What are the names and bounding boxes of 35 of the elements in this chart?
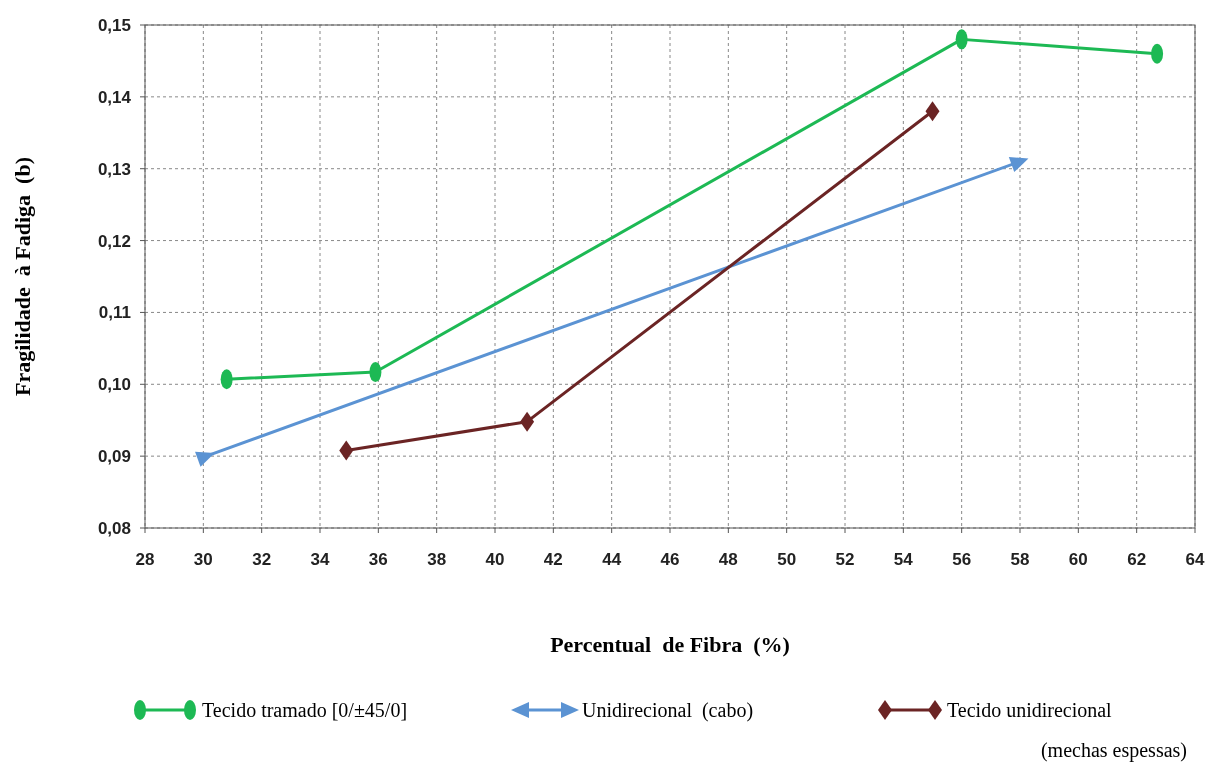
y-tick-label: 0,08 [97,519,131,538]
x-tick-label: 64 [1185,550,1205,569]
x-tick-label: 28 [135,550,155,569]
x-tick-label: 52 [835,550,855,569]
y-tick-label: 0,09 [97,447,131,467]
x-tick-label: 48 [718,550,738,569]
legend-label: Unidirecional (cabo) [582,699,754,722]
y-axis-title: Fragilidade à Fadiga (b) [10,157,35,396]
x-tick-label: 62 [1127,550,1147,569]
x-tick-label: 54 [893,550,914,569]
x-tick-label: 34 [310,550,330,569]
point [520,411,535,432]
y-tick-label: 0,11 [98,303,131,323]
x-tick-label: 60 [1068,550,1088,569]
x-tick-label: 40 [485,550,505,569]
x-tick-label: 36 [368,550,388,569]
y-tick-label: 0,14 [97,87,132,107]
legend-label: Tecido tramado [0/±45/0] [202,699,408,721]
point [925,101,940,122]
y-tick-label: 0,10 [97,375,131,395]
x-axis-title: Percentual de Fibra (%) [550,632,790,657]
y-tick-label: 0,13 [97,159,131,179]
x-tick-label: 46 [660,550,680,569]
point [339,440,354,461]
legend-label: Tecido unidirecional (mechas espessas) [947,699,1187,762]
x-tick-label: 38 [427,550,447,569]
x-tick-label: 44 [602,550,622,569]
x-tick-label: 30 [193,550,213,569]
x-tick-label: 56 [952,550,972,569]
x-tick-label: 58 [1010,550,1030,569]
x-tick-label: 32 [252,550,272,569]
x-tick-label: 50 [777,550,797,569]
y-tick-label: 0,12 [97,231,131,251]
x-tick-label: 42 [543,550,563,569]
y-tick-label: 0,15 [97,16,131,35]
